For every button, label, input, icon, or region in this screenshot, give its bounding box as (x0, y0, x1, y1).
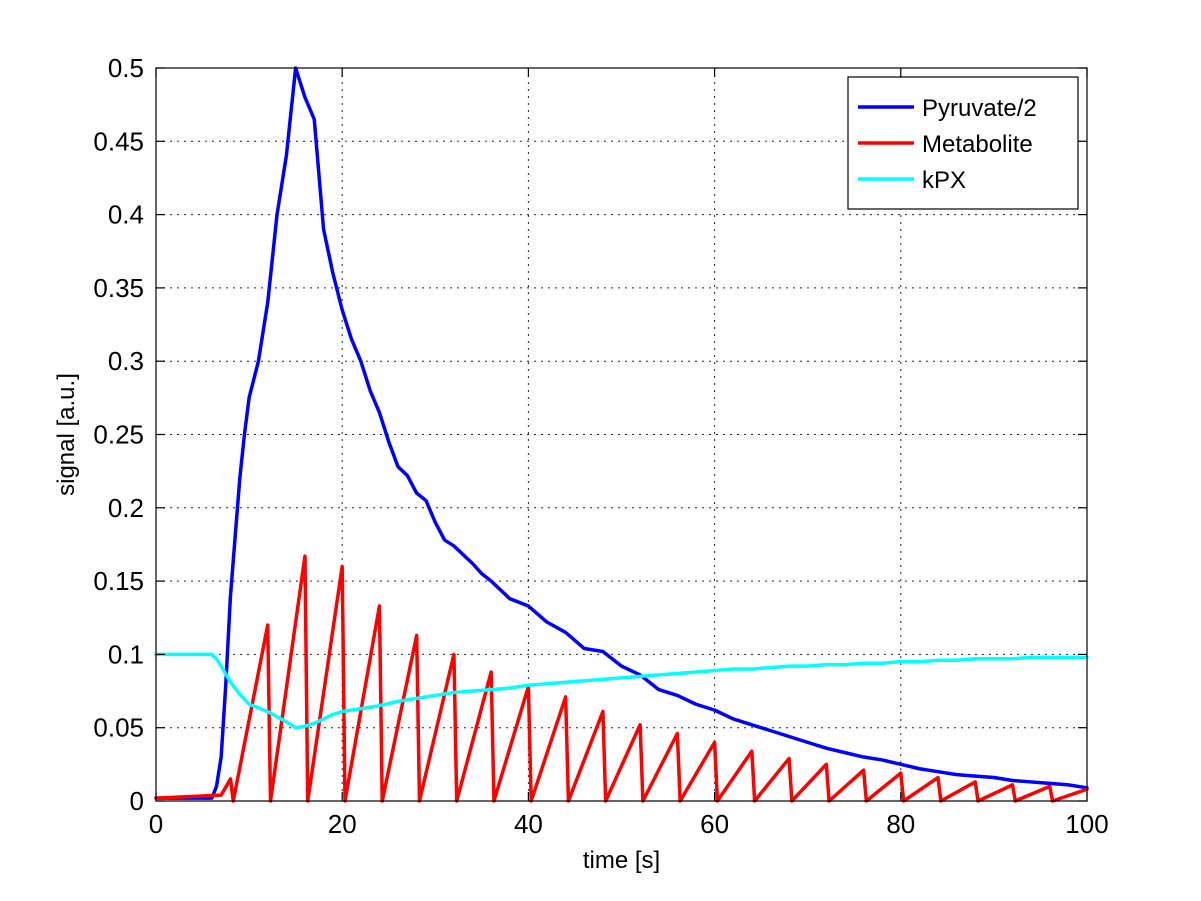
y-tick-label: 0.4 (108, 200, 144, 230)
x-axis-label: time [s] (583, 847, 660, 874)
y-tick-label: 0.5 (108, 53, 144, 83)
y-tick-label: 0.35 (93, 273, 144, 303)
x-tick-label: 20 (328, 809, 357, 839)
x-tick-label: 0 (149, 809, 163, 839)
legend-entry-label: Pyruvate/2 (922, 95, 1037, 122)
y-tick-label: 0.25 (93, 420, 144, 450)
legend-entry-label: Metabolite (922, 131, 1033, 158)
legend-entry-label: kPX (922, 167, 966, 194)
y-tick-label: 0.2 (108, 493, 144, 523)
legend: Pyruvate/2 Metabolite kPX (847, 76, 1079, 210)
series-line-pyruvate-2 (154, 66, 1089, 800)
x-tick-label: 80 (886, 809, 915, 839)
series-layer (154, 66, 1089, 803)
y-tick-label: 0 (130, 786, 144, 816)
y-tick-label: 0.15 (93, 566, 144, 596)
y-axis-label: signal [a.u.] (53, 373, 80, 496)
y-tick-label: 0.1 (108, 639, 144, 669)
series-line-metabolite (154, 554, 1089, 803)
y-tick-label: 0.3 (108, 346, 144, 376)
series-line-kpx (154, 652, 1089, 730)
y-tick-label: 0.45 (93, 126, 144, 156)
y-tick-label: 0.05 (93, 713, 144, 743)
x-tick-label: 40 (514, 809, 543, 839)
x-tick-label: 60 (700, 809, 729, 839)
axis-ticks: 0 20 40 60 80 100 0 0.05 0.1 0.15 0.2 0.25 0.3 0.35 0.… (93, 53, 1108, 839)
x-tick-label: 100 (1065, 809, 1108, 839)
